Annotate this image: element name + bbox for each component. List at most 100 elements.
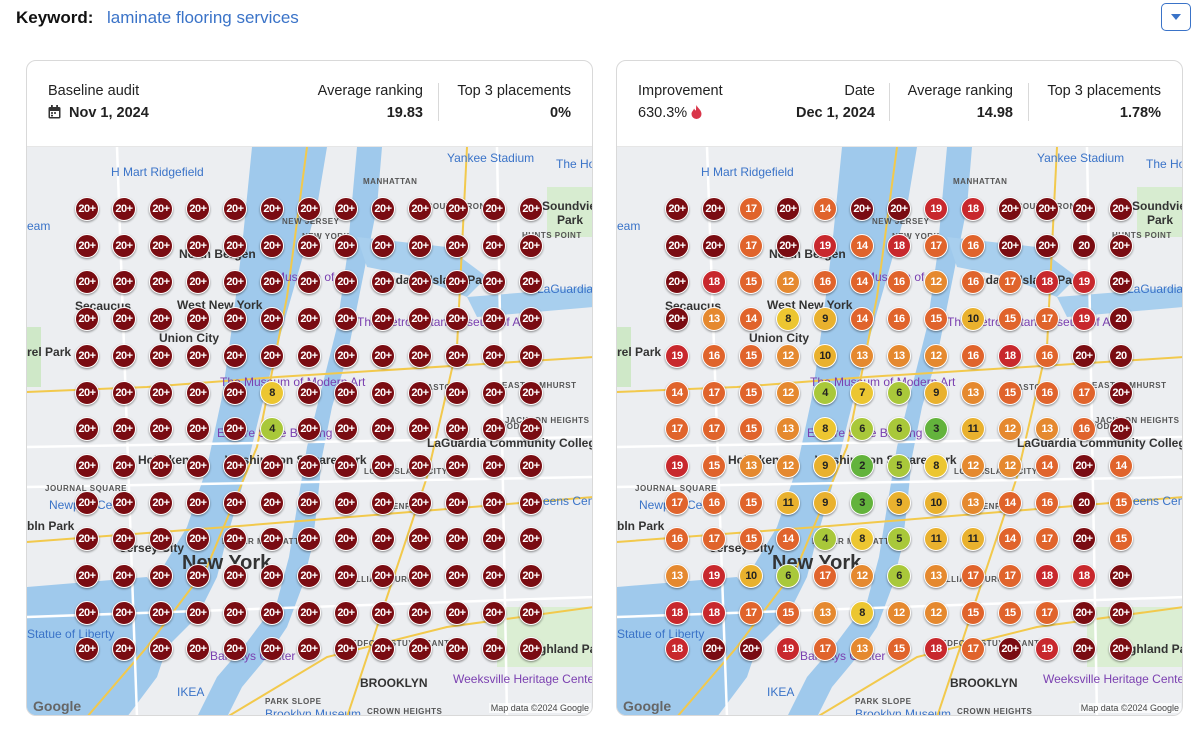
rank-pin[interactable]: 20+ — [482, 307, 506, 332]
rank-pin[interactable]: 20+ — [75, 564, 99, 588]
rank-pin[interactable]: 20+ — [297, 343, 321, 368]
rank-pin[interactable]: 20+ — [1072, 453, 1096, 478]
rank-pin[interactable]: 20+ — [408, 600, 432, 625]
rank-pin[interactable]: 19 — [1072, 270, 1096, 295]
rank-pin[interactable]: 19 — [776, 637, 800, 662]
rank-pin[interactable]: 20+ — [186, 564, 210, 588]
rank-pin[interactable]: 20+ — [186, 417, 210, 442]
rank-pin[interactable]: 16 — [1072, 417, 1096, 442]
rank-pin[interactable]: 6 — [850, 417, 874, 442]
rank-pin[interactable]: 14 — [776, 527, 800, 552]
rank-pin[interactable]: 18 — [702, 270, 726, 295]
rank-pin[interactable]: 20+ — [371, 343, 395, 368]
rank-pin[interactable]: 13 — [924, 564, 948, 588]
rank-pin[interactable]: 16 — [813, 270, 837, 295]
rank-pin[interactable]: 15 — [776, 600, 800, 625]
rank-pin[interactable]: 20+ — [334, 270, 358, 295]
rank-pin[interactable]: 20+ — [998, 197, 1022, 221]
rank-pin[interactable]: 20+ — [112, 197, 136, 221]
rank-pin[interactable]: 18 — [1035, 270, 1059, 295]
rank-pin[interactable]: 18 — [887, 233, 911, 258]
rank-pin[interactable]: 10 — [961, 307, 985, 332]
rank-pin[interactable]: 20+ — [297, 233, 321, 258]
rank-pin[interactable]: 20+ — [186, 637, 210, 662]
rank-pin[interactable]: 20+ — [445, 564, 469, 588]
dropdown-button[interactable] — [1161, 3, 1191, 31]
rank-pin[interactable]: 20 — [1072, 490, 1096, 515]
rank-pin[interactable]: 20+ — [260, 490, 284, 515]
rank-pin[interactable]: 20+ — [75, 490, 99, 515]
rank-pin[interactable]: 20+ — [186, 600, 210, 625]
rank-pin[interactable]: 20+ — [297, 380, 321, 405]
rank-pin[interactable]: 20+ — [223, 637, 247, 662]
rank-pin[interactable]: 20+ — [75, 417, 99, 442]
rank-pin[interactable]: 20+ — [445, 490, 469, 515]
rank-pin[interactable]: 20+ — [186, 233, 210, 258]
rank-pin[interactable]: 20+ — [887, 197, 911, 221]
rank-pin[interactable]: 20+ — [519, 380, 543, 405]
rank-pin[interactable]: 20+ — [334, 307, 358, 332]
rank-pin[interactable]: 20+ — [112, 233, 136, 258]
rank-pin[interactable]: 20+ — [519, 564, 543, 588]
rank-pin[interactable]: 20+ — [223, 270, 247, 295]
rank-pin[interactable]: 20+ — [519, 637, 543, 662]
rank-pin[interactable]: 16 — [702, 490, 726, 515]
rank-pin[interactable]: 20+ — [482, 564, 506, 588]
rank-pin[interactable]: 20+ — [408, 564, 432, 588]
rank-pin[interactable]: 16 — [702, 343, 726, 368]
rank-pin[interactable]: 8 — [850, 600, 874, 625]
rank-pin[interactable]: 20+ — [445, 417, 469, 442]
rank-pin[interactable]: 15 — [961, 600, 985, 625]
rank-pin[interactable]: 20+ — [334, 197, 358, 221]
rank-pin[interactable]: 20+ — [1072, 343, 1096, 368]
rank-pin[interactable]: 20+ — [75, 380, 99, 405]
rank-pin[interactable]: 17 — [1035, 307, 1059, 332]
rank-pin[interactable]: 15 — [739, 270, 763, 295]
rank-pin[interactable]: 20+ — [519, 490, 543, 515]
rank-pin[interactable]: 20+ — [297, 564, 321, 588]
rank-pin[interactable]: 15 — [739, 417, 763, 442]
rank-pin[interactable]: 14 — [739, 307, 763, 332]
rank-pin[interactable]: 20+ — [186, 490, 210, 515]
rank-pin[interactable]: 18 — [961, 197, 985, 221]
rank-pin[interactable]: 12 — [924, 270, 948, 295]
rank-pin[interactable]: 20+ — [260, 453, 284, 478]
rank-pin[interactable]: 20+ — [260, 600, 284, 625]
rank-pin[interactable]: 20+ — [297, 197, 321, 221]
rank-pin[interactable]: 20+ — [223, 564, 247, 588]
rank-pin[interactable]: 15 — [739, 343, 763, 368]
rank-pin[interactable]: 20+ — [776, 197, 800, 221]
rank-pin[interactable]: 20+ — [75, 307, 99, 332]
rank-pin[interactable]: 20+ — [998, 637, 1022, 662]
rank-pin[interactable]: 20+ — [408, 233, 432, 258]
rank-pin[interactable]: 17 — [702, 380, 726, 405]
rank-pin[interactable]: 18 — [702, 600, 726, 625]
rank-pin[interactable]: 20+ — [1072, 197, 1096, 221]
rank-pin[interactable]: 20+ — [482, 197, 506, 221]
rank-pin[interactable]: 15 — [739, 527, 763, 552]
rank-pin[interactable]: 5 — [887, 527, 911, 552]
rank-pin[interactable]: 20+ — [665, 307, 689, 332]
rank-pin[interactable]: 20+ — [297, 270, 321, 295]
rank-pin[interactable]: 3 — [850, 490, 874, 515]
rank-pin[interactable]: 6 — [776, 564, 800, 588]
rank-pin[interactable]: 20+ — [186, 380, 210, 405]
rank-pin[interactable]: 15 — [887, 637, 911, 662]
rank-pin[interactable]: 16 — [887, 270, 911, 295]
rank-pin[interactable]: 20+ — [1109, 233, 1133, 258]
rank-pin[interactable]: 20+ — [445, 600, 469, 625]
rank-pin[interactable]: 8 — [850, 527, 874, 552]
rank-pin[interactable]: 20+ — [519, 417, 543, 442]
rank-pin[interactable]: 18 — [665, 637, 689, 662]
rank-pin[interactable]: 14 — [850, 233, 874, 258]
rank-pin[interactable]: 20+ — [75, 343, 99, 368]
rank-pin[interactable]: 18 — [1072, 564, 1096, 588]
rank-pin[interactable]: 20+ — [371, 197, 395, 221]
rank-pin[interactable]: 20+ — [702, 233, 726, 258]
rank-pin[interactable]: 20+ — [519, 197, 543, 221]
rank-pin[interactable]: 15 — [1109, 490, 1133, 515]
rank-pin[interactable]: 20+ — [297, 490, 321, 515]
rank-pin[interactable]: 17 — [739, 233, 763, 258]
rank-pin[interactable]: 6 — [887, 417, 911, 442]
rank-pin[interactable]: 17 — [961, 564, 985, 588]
